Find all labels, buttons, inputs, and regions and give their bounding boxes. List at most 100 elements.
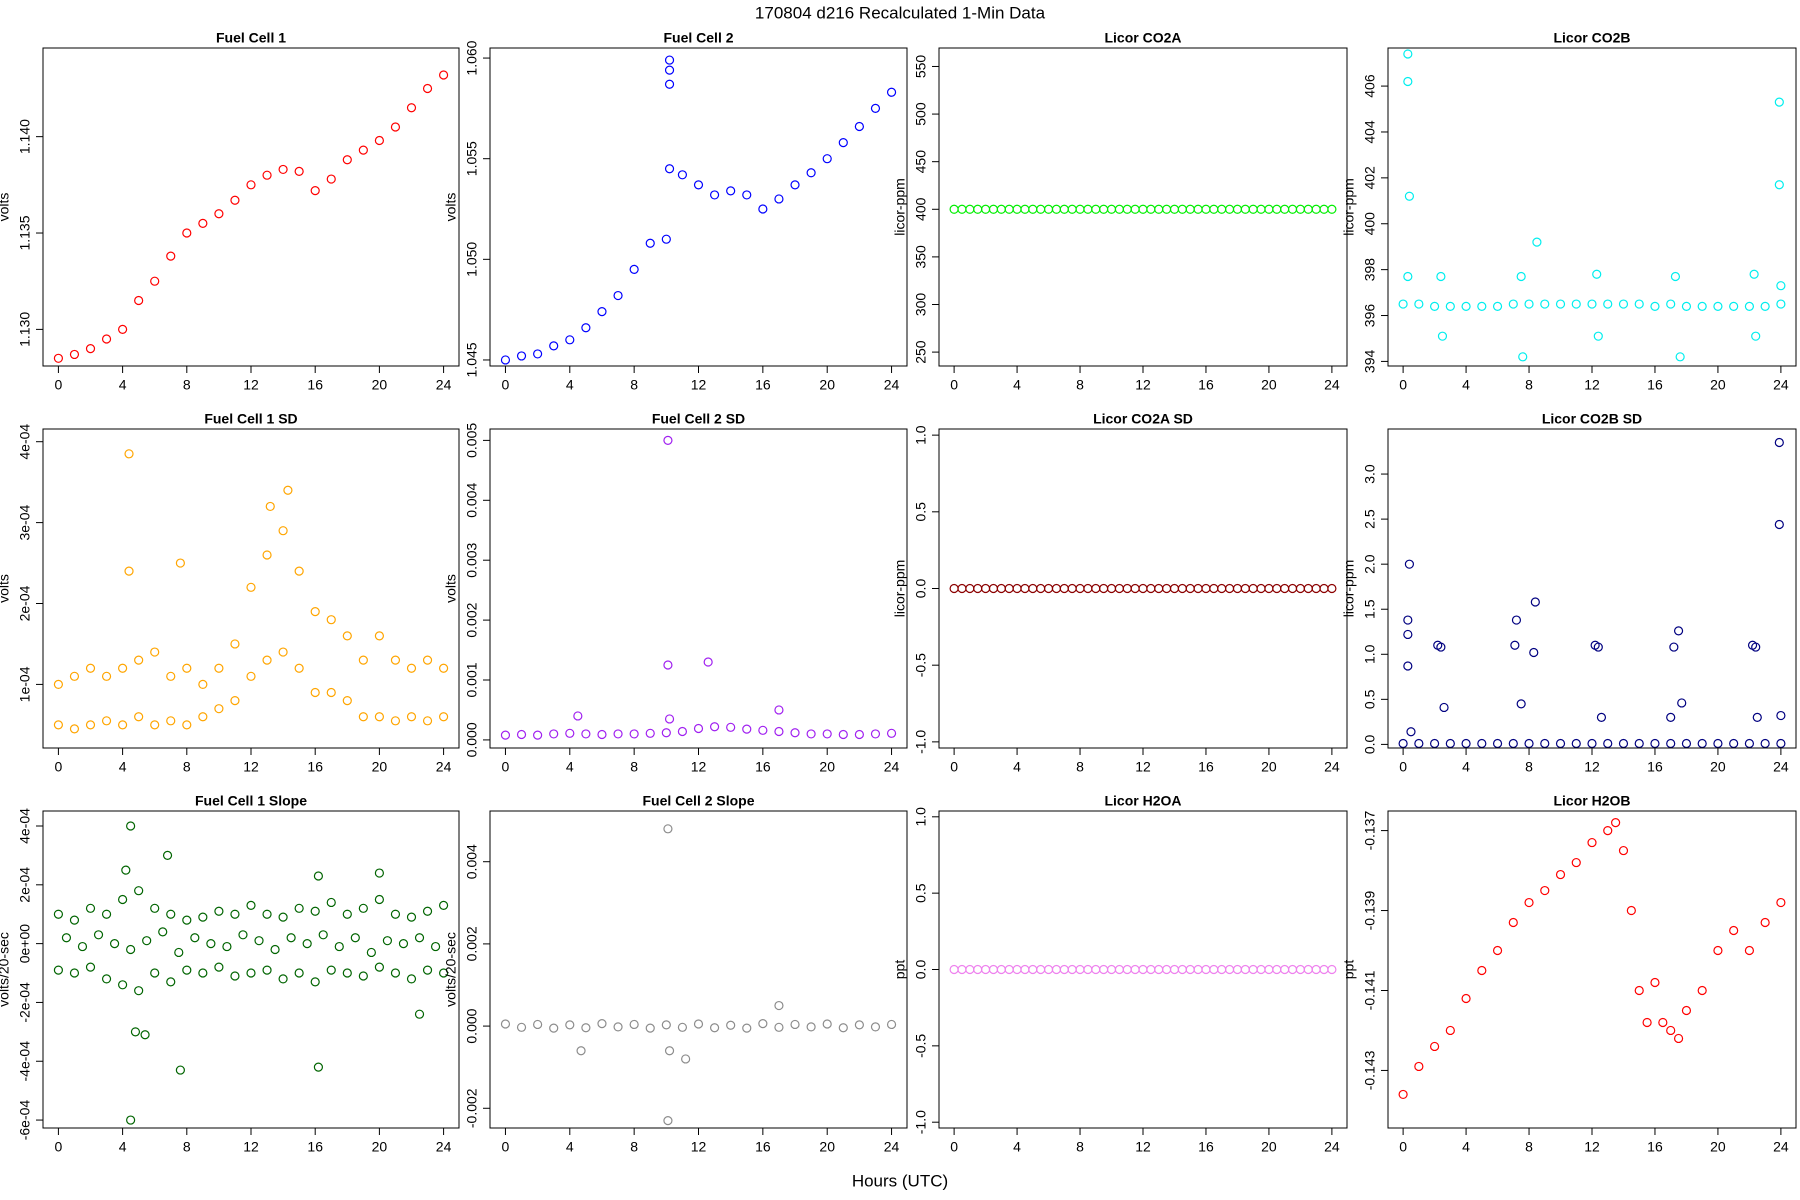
data-point (1666, 1025, 1676, 1036)
data-point (414, 1009, 425, 1019)
data-point (790, 180, 800, 190)
panel-title: Fuel Cell 1 (216, 30, 286, 46)
y-tick-label: 1.135 (17, 215, 33, 250)
y-tick-label: 450 (913, 150, 929, 174)
data-point (270, 944, 280, 955)
y-axis-label: licor-ppm (892, 178, 908, 236)
y-tick-label: -2e-04 (17, 982, 33, 1023)
data-point (886, 728, 897, 738)
data-point (326, 897, 336, 908)
y-tick-label: -0.002 (464, 1088, 480, 1128)
data-point (1593, 331, 1603, 341)
data-point (374, 712, 384, 722)
data-point (283, 485, 293, 495)
y-axis-label: volts (443, 193, 459, 222)
data-point (142, 936, 152, 946)
data-point (69, 349, 80, 360)
data-point (124, 449, 134, 459)
data-point (1403, 49, 1413, 59)
data-point (1587, 738, 1597, 749)
data-point (516, 1022, 527, 1032)
data-point (1436, 642, 1446, 652)
data-point (822, 154, 832, 164)
data-point (278, 912, 288, 922)
y-tick-label: 396 (1362, 304, 1378, 328)
data-point (1713, 301, 1723, 311)
data-point (1461, 301, 1471, 311)
data-point (1532, 237, 1542, 247)
data-point (278, 164, 288, 175)
plot-frame (489, 428, 908, 749)
plot-frame (42, 810, 460, 1129)
data-point (822, 1019, 832, 1029)
data-point (262, 655, 272, 665)
data-point (286, 933, 296, 943)
data-point (677, 170, 688, 180)
data-point (1774, 97, 1784, 107)
data-point (664, 714, 675, 724)
data-point (573, 711, 583, 721)
data-point (1603, 738, 1613, 749)
y-tick-label: 406 (1362, 74, 1378, 98)
data-point (1571, 299, 1581, 309)
data-point (1555, 299, 1566, 309)
data-point (190, 933, 200, 943)
y-tick-label: 1.140 (17, 119, 33, 154)
data-point (629, 264, 639, 274)
data-point (661, 1020, 671, 1030)
data-point (1461, 993, 1471, 1004)
y-tick-label: 0.005 (464, 423, 480, 458)
data-point (422, 83, 433, 94)
data-point (1508, 738, 1518, 749)
data-point (533, 349, 543, 359)
data-point (1571, 857, 1581, 868)
data-point (406, 663, 417, 673)
data-point (93, 930, 104, 940)
data-point (565, 335, 575, 345)
y-tick-label: -0.141 (1362, 970, 1378, 1010)
y-tick-label: 1.0 (913, 425, 929, 445)
data-point (69, 724, 80, 734)
data-point (1403, 76, 1413, 87)
panel-title: Licor CO2A SD (1093, 411, 1193, 427)
panel-title: Licor CO2B (1553, 30, 1630, 46)
data-point (140, 1030, 150, 1040)
data-point (182, 228, 192, 238)
data-point (1571, 738, 1581, 749)
data-point (597, 1019, 607, 1029)
data-point (390, 909, 401, 919)
data-point (774, 705, 784, 715)
data-point (565, 728, 575, 738)
x-tick-label: 4 (1013, 759, 1021, 775)
y-tick-label: 2e-04 (17, 585, 33, 621)
data-point (126, 944, 136, 955)
y-tick-label: 250 (913, 340, 929, 364)
x-tick-label: 20 (1710, 1139, 1726, 1155)
data-point (334, 941, 344, 952)
data-point (726, 186, 736, 196)
data-point (677, 726, 688, 737)
data-point (1508, 299, 1518, 309)
data-point (854, 729, 864, 740)
data-point (230, 639, 240, 649)
data-point (581, 729, 591, 739)
data-point (374, 868, 384, 878)
data-point (1776, 738, 1786, 749)
y-tick-label: 0.000 (464, 722, 480, 757)
data-point (134, 655, 144, 665)
data-point (664, 65, 675, 75)
data-point (1666, 712, 1676, 722)
data-point (1681, 738, 1692, 749)
y-tick-label: 0.000 (464, 1008, 480, 1043)
data-point (166, 671, 176, 681)
data-point (1327, 964, 1337, 975)
data-point (500, 355, 511, 365)
data-point (613, 729, 623, 739)
y-axis-label: licor-ppm (892, 560, 908, 618)
x-tick-label: 0 (55, 1139, 63, 1155)
data-point (1677, 698, 1687, 708)
x-tick-label: 20 (372, 1139, 388, 1155)
x-tick-label: 8 (1525, 759, 1533, 775)
y-tick-label: 402 (1362, 166, 1378, 190)
